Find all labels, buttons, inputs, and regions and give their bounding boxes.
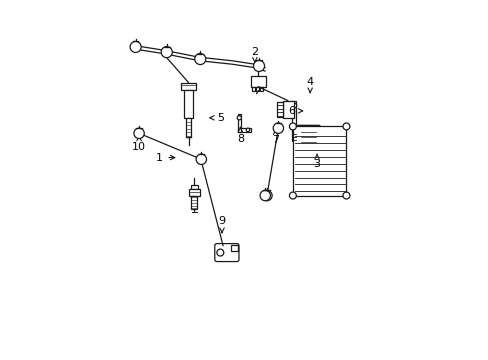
Bar — [185, 118, 191, 137]
Circle shape — [342, 192, 349, 199]
Bar — [252, 87, 254, 91]
Bar — [183, 90, 193, 118]
Circle shape — [342, 123, 349, 130]
Bar — [250, 76, 265, 87]
Text: 1: 1 — [156, 153, 175, 162]
Bar — [181, 82, 196, 90]
Circle shape — [289, 192, 296, 199]
Bar — [292, 125, 318, 132]
Circle shape — [289, 123, 296, 130]
Bar — [292, 126, 346, 195]
Bar — [256, 87, 259, 91]
Text: 2: 2 — [251, 47, 258, 63]
FancyBboxPatch shape — [298, 125, 320, 147]
Circle shape — [194, 54, 205, 64]
Bar — [292, 132, 299, 141]
Text: 8: 8 — [236, 127, 244, 144]
Bar — [237, 114, 241, 132]
Bar — [277, 102, 282, 117]
Text: 7: 7 — [271, 130, 279, 145]
Circle shape — [161, 46, 172, 58]
Circle shape — [216, 249, 224, 256]
Circle shape — [291, 103, 296, 108]
Bar — [260, 87, 263, 91]
Text: 5: 5 — [209, 113, 224, 123]
Circle shape — [246, 128, 249, 132]
Text: 10: 10 — [132, 136, 146, 152]
Bar — [230, 245, 237, 251]
Text: 3: 3 — [313, 154, 320, 170]
FancyBboxPatch shape — [214, 244, 239, 262]
Circle shape — [273, 123, 283, 133]
Bar — [191, 195, 197, 210]
Circle shape — [260, 190, 270, 201]
Bar — [189, 189, 199, 195]
Circle shape — [134, 128, 144, 139]
Bar — [190, 185, 198, 189]
Circle shape — [253, 60, 264, 72]
Circle shape — [261, 190, 272, 201]
Text: 9: 9 — [218, 216, 225, 233]
Bar — [292, 100, 296, 132]
Bar — [237, 128, 251, 132]
Circle shape — [196, 154, 206, 165]
Text: 4: 4 — [306, 77, 313, 93]
Circle shape — [237, 116, 241, 120]
Text: 6: 6 — [288, 106, 302, 116]
Circle shape — [130, 41, 141, 53]
Bar — [282, 101, 293, 118]
